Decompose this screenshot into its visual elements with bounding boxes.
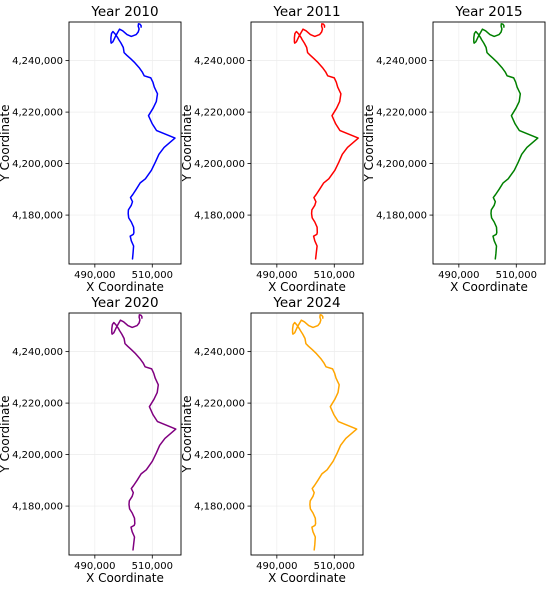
x-tick-label: 510,000: [132, 270, 173, 281]
x-axis-label: X Coordinate: [86, 571, 164, 585]
y-tick-label: 4,240,000: [194, 347, 245, 358]
chart-title: Year 2010: [90, 4, 158, 20]
x-tick-label: 490,000: [256, 561, 297, 572]
y-tick-label: 4,180,000: [12, 211, 63, 222]
chart-title: Year 2011: [272, 4, 340, 20]
chart-panel: 490,000 510,000 4,180,000 4,200,000 4,220,00…: [0, 4, 182, 294]
x-tick-label: 490,000: [74, 270, 115, 281]
y-tick-label: 4,240,000: [194, 56, 245, 67]
y-tick-label: 4,240,000: [12, 347, 63, 358]
x-tick-label: 510,000: [314, 561, 355, 572]
chart-panel: 490,000 510,000 4,180,000 4,200,000 4,220,00…: [180, 4, 364, 294]
chart-panel: 490,000 510,000 4,180,000 4,200,000 4,220,00…: [362, 4, 546, 294]
y-tick-label: 4,180,000: [376, 211, 427, 222]
coastline-series-line: [293, 23, 360, 260]
y-axis-label: Y Coordinate: [180, 105, 194, 183]
x-axis-label: X Coordinate: [450, 280, 528, 294]
chart-title: Year 2015: [454, 4, 522, 20]
plot-frame: [68, 312, 182, 556]
y-tick-label: 4,180,000: [12, 502, 63, 513]
y-tick-label: 4,200,000: [376, 159, 427, 170]
chart-panel: 490,000 510,000 4,180,000 4,200,000 4,220,00…: [180, 295, 364, 585]
plot-frame: [250, 312, 364, 556]
y-tick-label: 4,220,000: [194, 399, 245, 410]
coastline-series-line: [291, 314, 358, 551]
y-tick-label: 4,180,000: [194, 502, 245, 513]
x-tick-label: 510,000: [314, 270, 355, 281]
x-axis-label: X Coordinate: [268, 571, 346, 585]
chart-panel: 490,000 510,000 4,180,000 4,200,000 4,220,00…: [0, 295, 182, 585]
y-tick-label: 4,200,000: [12, 159, 63, 170]
y-tick-label: 4,220,000: [12, 108, 63, 119]
y-axis-label: Y Coordinate: [0, 396, 12, 474]
x-tick-label: 510,000: [132, 561, 173, 572]
y-tick-label: 4,200,000: [12, 450, 63, 461]
y-tick-label: 4,240,000: [376, 56, 427, 67]
x-tick-label: 490,000: [256, 270, 297, 281]
coastline-series-line: [110, 23, 176, 260]
x-tick-label: 490,000: [74, 561, 115, 572]
plot-frame: [432, 21, 546, 265]
y-tick-label: 4,220,000: [194, 108, 245, 119]
y-tick-label: 4,220,000: [12, 399, 63, 410]
x-axis-label: X Coordinate: [268, 280, 346, 294]
x-axis-label: X Coordinate: [86, 280, 164, 294]
plot-frame: [250, 21, 364, 265]
x-tick-label: 490,000: [438, 270, 479, 281]
coastline-series-line: [473, 23, 539, 260]
chart-title: Year 2024: [272, 295, 340, 311]
y-axis-label: Y Coordinate: [0, 105, 12, 183]
y-tick-label: 4,240,000: [12, 56, 63, 67]
x-tick-label: 510,000: [496, 270, 537, 281]
plot-frame: [68, 21, 182, 265]
y-tick-label: 4,220,000: [376, 108, 427, 119]
y-axis-label: Y Coordinate: [362, 105, 376, 183]
y-tick-label: 4,200,000: [194, 450, 245, 461]
y-tick-label: 4,180,000: [194, 211, 245, 222]
y-axis-label: Y Coordinate: [180, 396, 194, 474]
coastline-series-line: [111, 314, 177, 551]
chart-title: Year 2020: [90, 295, 158, 311]
y-tick-label: 4,200,000: [194, 159, 245, 170]
